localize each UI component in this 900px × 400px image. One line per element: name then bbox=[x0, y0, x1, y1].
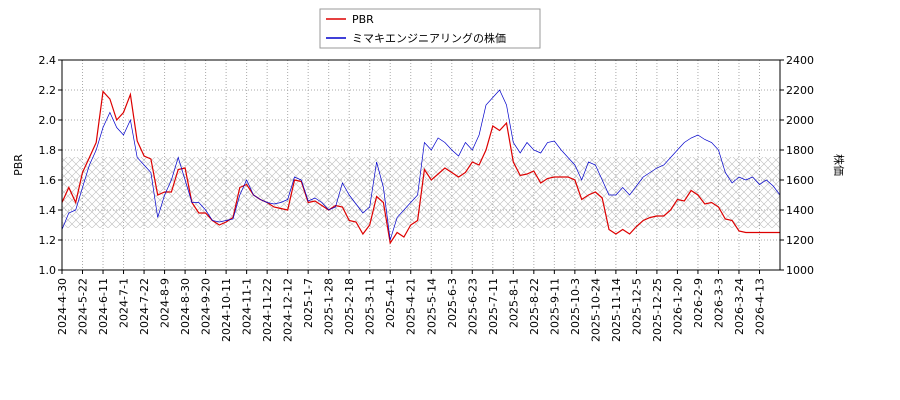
y2-tick-label: 2200 bbox=[786, 84, 814, 97]
x-tick-label: 2025-3-11 bbox=[364, 278, 377, 335]
x-tick-label: 2024-4-30 bbox=[56, 278, 69, 335]
y-tick-label: 2.4 bbox=[39, 54, 57, 67]
x-tick-label: 2026-4-13 bbox=[753, 278, 766, 335]
x-tick-label: 2025-4-21 bbox=[405, 278, 418, 335]
y2-tick-label: 2400 bbox=[786, 54, 814, 67]
y2-tick-label: 1000 bbox=[786, 264, 814, 277]
x-tick-label: 2025-12-5 bbox=[630, 278, 643, 335]
y-tick-label: 1.0 bbox=[39, 264, 57, 277]
x-tick-label: 2025-2-18 bbox=[343, 278, 356, 335]
x-tick-label: 2025-8-1 bbox=[507, 278, 520, 328]
y2-tick-label: 1800 bbox=[786, 144, 814, 157]
x-tick-label: 2024-12-12 bbox=[282, 278, 295, 342]
y-axis-label: PBR bbox=[12, 154, 25, 176]
x-tick-label: 2026-3-3 bbox=[712, 278, 725, 328]
x-tick-label: 2025-10-3 bbox=[569, 278, 582, 335]
y2-tick-label: 2000 bbox=[786, 114, 814, 127]
x-tick-label: 2026-3-24 bbox=[733, 278, 746, 335]
legend-label: PBR bbox=[352, 13, 374, 26]
x-tick-label: 2025-11-14 bbox=[610, 278, 623, 342]
x-tick-label: 2025-10-24 bbox=[589, 278, 602, 342]
y2-tick-label: 1200 bbox=[786, 234, 814, 247]
plot-frame bbox=[61, 59, 781, 271]
y-tick-label: 1.6 bbox=[39, 174, 57, 187]
y-tick-label: 2.2 bbox=[39, 84, 57, 97]
y-tick-label: 1.8 bbox=[39, 144, 57, 157]
x-tick-label: 2024-7-22 bbox=[138, 278, 151, 335]
x-tick-label: 2024-7-1 bbox=[118, 278, 131, 328]
x-tick-label: 2024-10-11 bbox=[220, 278, 233, 342]
y2-tick-label: 1600 bbox=[786, 174, 814, 187]
x-tick-label: 2024-6-11 bbox=[97, 278, 110, 335]
x-tick-label: 2025-9-11 bbox=[548, 278, 561, 335]
x-tick-label: 2024-8-9 bbox=[159, 278, 172, 328]
x-tick-label: 2024-5-22 bbox=[77, 278, 90, 335]
x-tick-label: 2025-1-28 bbox=[323, 278, 336, 335]
y2-axis-label: 株価 bbox=[832, 154, 846, 176]
x-tick-label: 2026-2-9 bbox=[692, 278, 705, 328]
x-tick-label: 2025-6-3 bbox=[446, 278, 459, 328]
x-tick-label: 2024-11-22 bbox=[261, 278, 274, 342]
x-tick-label: 2025-6-23 bbox=[466, 278, 479, 335]
y-tick-label: 1.4 bbox=[39, 204, 57, 217]
x-tick-label: 2025-12-25 bbox=[651, 278, 664, 342]
x-tick-label: 2025-8-22 bbox=[528, 278, 541, 335]
legend: PBR ミマキエンジニアリングの株価 bbox=[319, 8, 541, 49]
x-tick-label: 2024-8-30 bbox=[179, 278, 192, 335]
series-line bbox=[61, 89, 781, 241]
y2-tick-label: 1400 bbox=[786, 204, 814, 217]
x-tick-label: 2024-11-1 bbox=[241, 278, 254, 335]
x-tick-label: 2025-7-11 bbox=[487, 278, 500, 335]
y-tick-label: 1.2 bbox=[39, 234, 57, 247]
x-tick-label: 2024-9-20 bbox=[200, 278, 213, 335]
x-tick-label: 2025-1-7 bbox=[302, 278, 315, 328]
legend-box bbox=[319, 8, 541, 49]
x-tick-label: 2025-4-1 bbox=[384, 278, 397, 328]
y-tick-label: 2.0 bbox=[39, 114, 57, 127]
legend-label: ミマキエンジニアリングの株価 bbox=[352, 31, 506, 45]
x-tick-label: 2025-5-14 bbox=[425, 278, 438, 335]
x-tick-label: 2026-1-20 bbox=[671, 278, 684, 335]
